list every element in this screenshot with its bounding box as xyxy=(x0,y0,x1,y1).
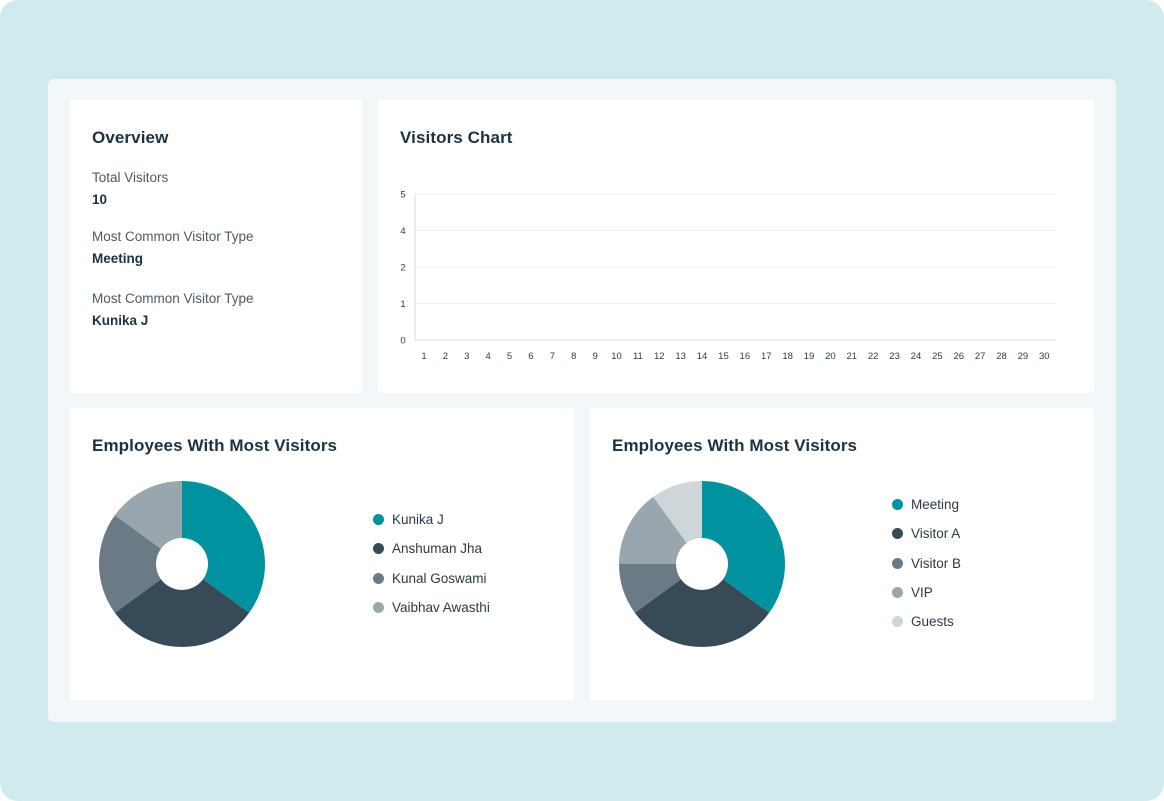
common-visitor-type-label: Most Common Visitor Type xyxy=(92,229,254,244)
x-tick-label: 1 xyxy=(421,351,426,362)
legend-label: Meeting xyxy=(911,497,960,513)
legend-dot-icon xyxy=(373,602,384,614)
legend-label: Visitor A xyxy=(911,526,961,542)
x-tick-label: 9 xyxy=(592,351,597,362)
legend-label: Visitor B xyxy=(911,555,962,571)
x-tick-label: 8 xyxy=(571,351,576,362)
x-tick-label: 2 xyxy=(443,351,448,362)
total-visitors-label: Total Visitors xyxy=(92,170,169,185)
legend-item: Guests xyxy=(892,607,961,636)
y-tick-label: 1 xyxy=(400,299,405,310)
pie-slice xyxy=(634,579,770,647)
legend-item: Anshuman Jha xyxy=(373,534,490,563)
y-tick-label: 0 xyxy=(400,336,405,347)
legend-item: Kunal Goswami xyxy=(373,564,490,593)
overview-title: Overview xyxy=(92,128,169,147)
x-tick-label: 23 xyxy=(889,351,900,362)
legend-label: Anshuman Jha xyxy=(392,541,483,557)
legend-dot-icon xyxy=(892,587,903,599)
x-tick-label: 27 xyxy=(975,351,986,362)
x-tick-label: 28 xyxy=(996,351,1007,362)
employees-visitors-title: Employees With Most Visitors xyxy=(92,436,338,455)
legend-dot-icon xyxy=(892,499,903,511)
x-tick-label: 29 xyxy=(1018,351,1029,362)
pie-slice xyxy=(619,564,681,613)
legend-label: Kunika J xyxy=(392,512,444,528)
pie-slice xyxy=(702,481,785,613)
x-tick-label: 21 xyxy=(847,351,858,362)
legend-item: Meeting xyxy=(892,490,961,519)
legend-item: Visitor B xyxy=(892,549,961,578)
x-tick-label: 11 xyxy=(633,351,643,362)
x-tick-label: 22 xyxy=(868,351,879,362)
x-tick-label: 16 xyxy=(740,351,751,362)
common-visitor-type-value-2: Kunika J xyxy=(92,313,149,328)
legend-dot-icon xyxy=(373,572,384,584)
common-visitor-type-label-2: Most Common Visitor Type xyxy=(92,291,254,306)
x-tick-label: 15 xyxy=(718,351,729,362)
pie-slice xyxy=(114,579,250,647)
visitor-types-legend: Meeting Visitor A Visitor B VIP Guests xyxy=(892,490,961,636)
x-tick-label: 20 xyxy=(825,351,836,362)
legend-item: VIP xyxy=(892,578,961,607)
pie-slice xyxy=(114,481,182,549)
visitors-chart-title: Visitors Chart xyxy=(400,128,513,147)
visitor-types-title: Employees With Most Visitors xyxy=(612,436,858,455)
x-tick-label: 10 xyxy=(611,351,622,362)
x-tick-label: 14 xyxy=(697,351,708,362)
x-tick-label: 24 xyxy=(911,351,922,362)
legend-dot-icon xyxy=(892,616,903,628)
overview-card: Overview Total Visitors 10 Most Common V… xyxy=(70,100,362,393)
legend-dot-icon xyxy=(892,557,903,569)
legend-label: VIP xyxy=(911,585,933,601)
x-tick-label: 26 xyxy=(953,351,964,362)
legend-label: Vaibhav Awasthi xyxy=(392,600,490,616)
pie-slice xyxy=(619,496,687,564)
x-tick-label: 18 xyxy=(782,351,793,362)
legend-dot-icon xyxy=(373,514,384,526)
legend-dot-icon xyxy=(373,543,384,555)
pie-slice xyxy=(182,481,265,613)
x-tick-label: 17 xyxy=(761,351,772,362)
y-tick-label: 5 xyxy=(400,190,405,201)
visitor-types-pie-chart xyxy=(619,481,785,647)
x-tick-label: 19 xyxy=(804,351,815,362)
x-tick-label: 3 xyxy=(464,351,469,362)
x-tick-label: 7 xyxy=(550,351,555,362)
legend-dot-icon xyxy=(892,528,903,540)
legend-label: Guests xyxy=(911,614,954,630)
x-tick-label: 13 xyxy=(675,351,686,362)
common-visitor-type-value: Meeting xyxy=(92,251,144,266)
x-tick-label: 12 xyxy=(654,351,665,362)
visitor-types-card: Employees With Most Visitors Meeting Visi… xyxy=(590,408,1094,700)
x-tick-label: 25 xyxy=(932,351,943,362)
x-tick-label: 4 xyxy=(486,351,491,362)
pie-slice xyxy=(99,515,161,613)
employees-pie-chart xyxy=(99,481,265,647)
employees-visitors-card: Employees With Most Visitors Kunika J Ans… xyxy=(70,408,574,700)
x-tick-label: 6 xyxy=(528,351,533,362)
legend-item: Visitor A xyxy=(892,519,961,548)
legend-item: Vaibhav Awasthi xyxy=(373,593,490,622)
total-visitors-value: 10 xyxy=(92,192,108,207)
x-tick-label: 30 xyxy=(1039,351,1050,362)
x-tick-label: 5 xyxy=(507,351,512,362)
employees-legend: Kunika J Anshuman Jha Kunal Goswami Vaibhav… xyxy=(373,505,490,622)
legend-item: Kunika J xyxy=(373,505,490,534)
pie-slice xyxy=(653,481,702,543)
y-tick-label: 4 xyxy=(400,226,405,237)
legend-label: Kunal Goswami xyxy=(392,570,487,586)
y-tick-label: 2 xyxy=(400,263,405,274)
